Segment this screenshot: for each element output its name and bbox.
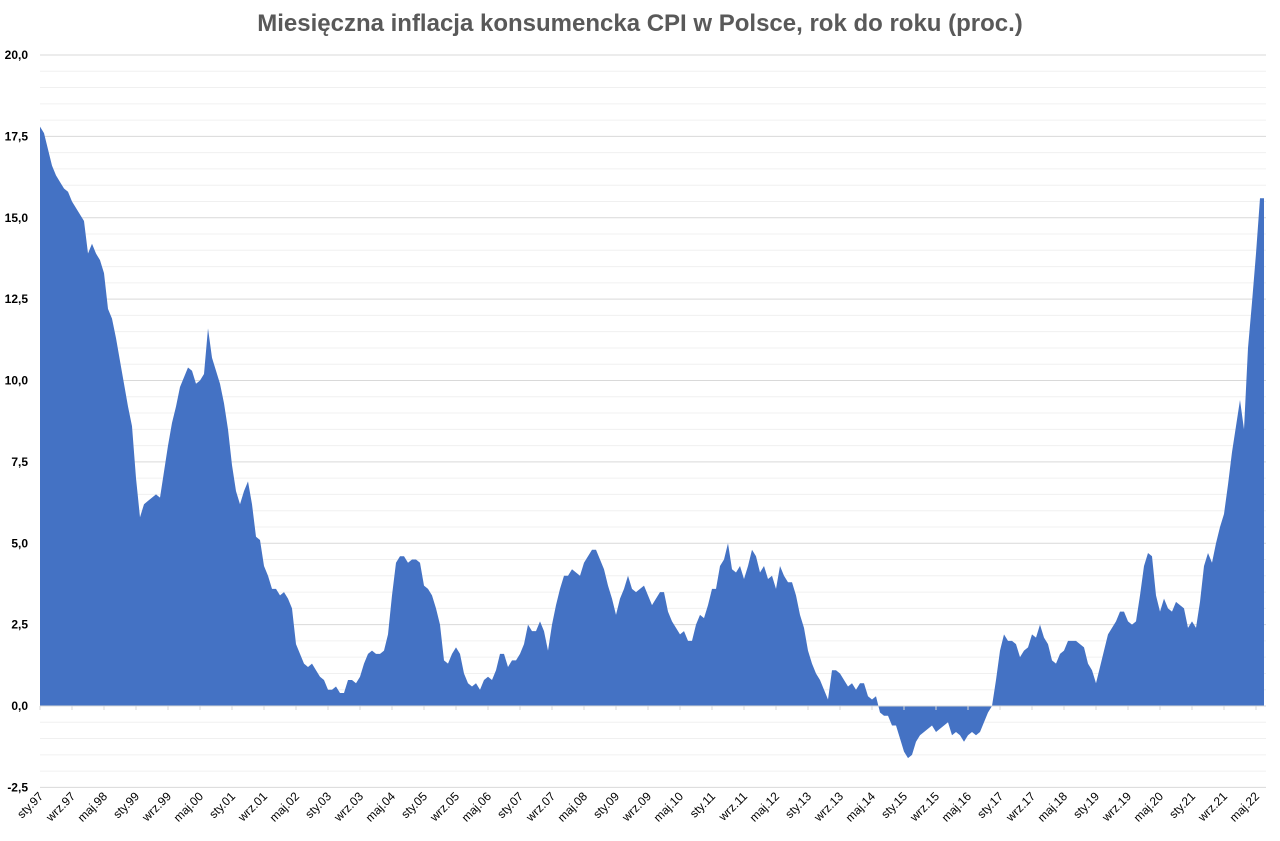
y-tick-label: 0,0	[11, 699, 28, 713]
y-tick-label: 10,0	[5, 374, 29, 388]
x-tick-label: maj.06	[459, 789, 495, 825]
x-tick-label: sty.05	[398, 789, 430, 821]
x-tick-label: wrz.21	[1195, 789, 1231, 825]
x-tick-label: sty.13	[782, 789, 814, 821]
y-tick-label: 12,5	[5, 292, 29, 306]
x-tick-label: wrz.05	[427, 789, 463, 825]
x-tick-label: maj.08	[555, 789, 591, 825]
x-tick-label: maj.04	[363, 789, 399, 825]
y-tick-label: 5,0	[11, 536, 28, 550]
x-tick-label: sty.19	[1070, 789, 1102, 821]
x-tick-label: sty.17	[974, 789, 1006, 821]
x-tick-label: wrz.97	[43, 789, 79, 825]
x-tick-label: maj.98	[75, 789, 111, 825]
x-tick-label: wrz.19	[1099, 789, 1135, 825]
y-tick-label: 17,5	[5, 129, 29, 143]
data-points	[39, 126, 1265, 759]
x-tick-label: sty.99	[110, 789, 142, 821]
x-tick-label: sty.01	[206, 789, 238, 821]
x-tick-label: wrz.09	[619, 789, 655, 825]
x-tick-label: wrz.15	[907, 789, 943, 825]
area-series	[40, 126, 1264, 759]
y-axis: 20,0 17,5 15,0 12,5 10,0 7,5 5,0 2,5 0,0 -2,5	[5, 48, 29, 794]
x-tick-label: maj.14	[843, 789, 879, 825]
x-tick-label: maj.18	[1035, 789, 1071, 825]
x-tick-label: sty.09	[590, 789, 622, 821]
x-tick-label: maj.16	[939, 789, 975, 825]
y-tick-label: 15,0	[5, 211, 29, 225]
x-tick-label: wrz.17	[1003, 789, 1039, 825]
chart-title: Miesięczna inflacja konsumencka CPI w Po…	[257, 10, 1023, 37]
x-tick-label: sty.03	[302, 789, 334, 821]
y-tick-label: 2,5	[11, 618, 28, 632]
x-tick-label: wrz.03	[331, 789, 367, 825]
x-tick-label: wrz.13	[811, 789, 847, 825]
y-tick-label: 7,5	[11, 455, 28, 469]
x-tick-label: maj.00	[171, 789, 207, 825]
x-tick-label: wrz.99	[139, 789, 175, 825]
y-tick-label: -2,5	[7, 780, 28, 794]
x-tick-label: wrz.11	[715, 789, 750, 824]
cpi-area	[40, 126, 1264, 759]
x-tick-label: maj.02	[267, 789, 303, 825]
x-tick-label: sty.07	[494, 789, 526, 821]
y-tick-label: 20,0	[5, 48, 29, 62]
x-tick-label: wrz.07	[523, 789, 559, 825]
x-tick-label: wrz.01	[235, 789, 271, 825]
x-tick-label: maj.20	[1131, 789, 1167, 825]
x-tick-label: maj.12	[747, 789, 783, 825]
x-tick-label: sty.11	[687, 789, 719, 821]
x-tick-label: sty.21	[1166, 789, 1198, 821]
x-tick-label: maj.22	[1227, 789, 1263, 825]
x-tick-label: sty.15	[878, 789, 910, 821]
x-tick-label: maj.10	[651, 789, 687, 825]
